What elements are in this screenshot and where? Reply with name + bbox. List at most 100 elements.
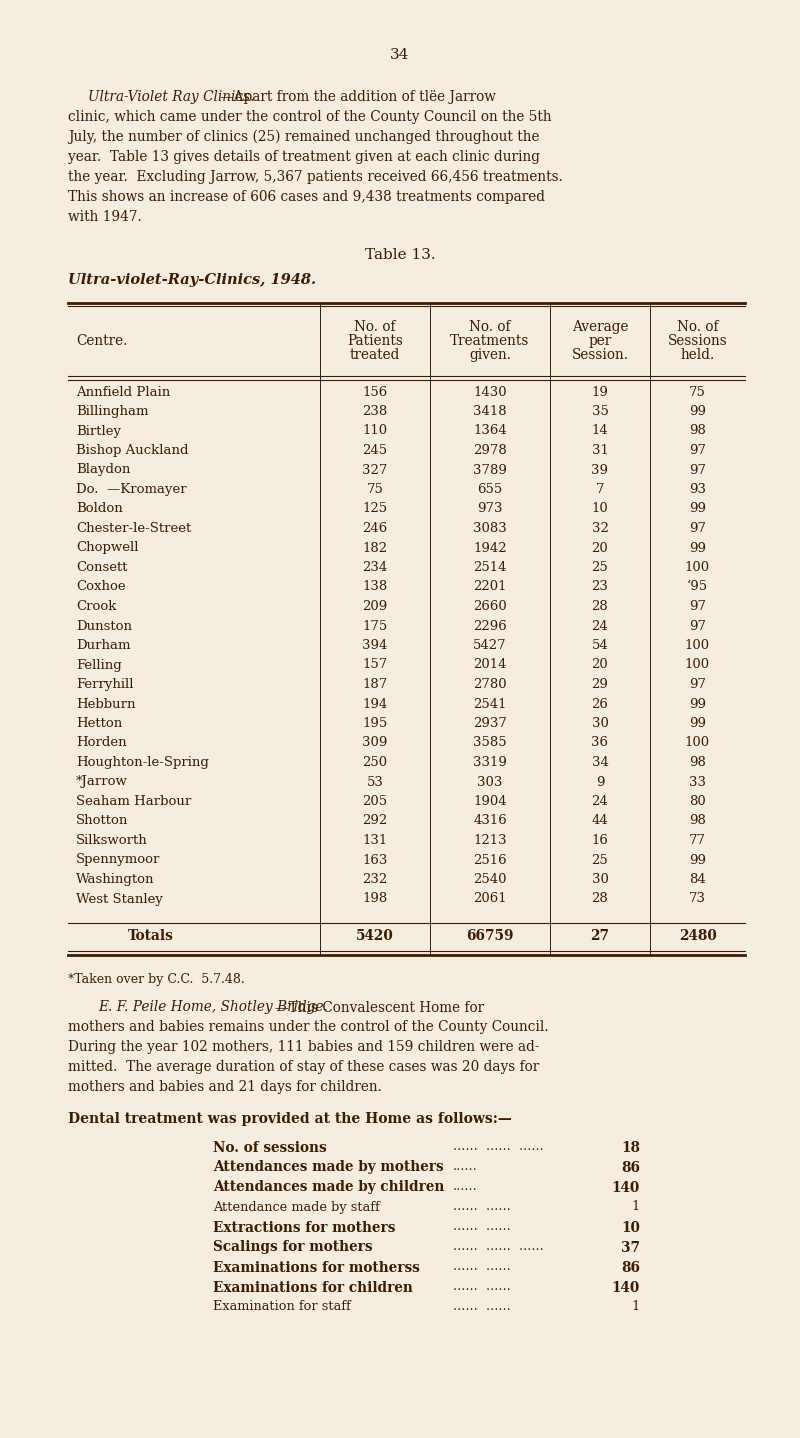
- Text: held.: held.: [680, 348, 714, 362]
- Text: No. of: No. of: [470, 321, 510, 334]
- Text: 394: 394: [362, 638, 388, 651]
- Text: 33: 33: [689, 775, 706, 788]
- Text: *Taken over by C.C.  5.7.48.: *Taken over by C.C. 5.7.48.: [68, 972, 245, 985]
- Text: 140: 140: [612, 1280, 640, 1294]
- Text: 29: 29: [591, 677, 609, 692]
- Text: 73: 73: [689, 893, 706, 906]
- Text: Seaham Harbour: Seaham Harbour: [76, 795, 191, 808]
- Text: 5427: 5427: [473, 638, 507, 651]
- Text: 2014: 2014: [474, 659, 506, 672]
- Text: E. F. Peile Home, Shotley Bridge.: E. F. Peile Home, Shotley Bridge.: [98, 1001, 328, 1014]
- Text: 20: 20: [592, 542, 608, 555]
- Text: 97: 97: [689, 600, 706, 613]
- Text: 16: 16: [591, 834, 609, 847]
- Text: 27: 27: [590, 929, 610, 943]
- Text: 138: 138: [362, 581, 388, 594]
- Text: year.  Table 13 gives details of treatment given at each clinic during: year. Table 13 gives details of treatmen…: [68, 150, 540, 164]
- Text: 655: 655: [478, 483, 502, 496]
- Text: 2480: 2480: [678, 929, 716, 943]
- Text: with 1947.: with 1947.: [68, 210, 142, 224]
- Text: 156: 156: [362, 385, 388, 398]
- Text: Durham: Durham: [76, 638, 130, 651]
- Text: 26: 26: [591, 697, 609, 710]
- Text: 2201: 2201: [474, 581, 506, 594]
- Text: Houghton-le-Spring: Houghton-le-Spring: [76, 756, 209, 769]
- Text: 97: 97: [689, 620, 706, 633]
- Text: *Jarrow: *Jarrow: [76, 775, 128, 788]
- Text: 20: 20: [592, 659, 608, 672]
- Text: Hetton: Hetton: [76, 718, 122, 731]
- Text: 1: 1: [632, 1300, 640, 1313]
- Text: ......  ......: ...... ......: [453, 1280, 510, 1294]
- Text: Silksworth: Silksworth: [76, 834, 148, 847]
- Text: 5420: 5420: [356, 929, 394, 943]
- Text: 2780: 2780: [473, 677, 507, 692]
- Text: Average: Average: [572, 321, 628, 334]
- Text: 99: 99: [689, 718, 706, 731]
- Text: 32: 32: [591, 522, 609, 535]
- Text: 54: 54: [592, 638, 608, 651]
- Text: per: per: [588, 334, 612, 348]
- Text: 110: 110: [362, 424, 387, 437]
- Text: mothers and babies and 21 days for children.: mothers and babies and 21 days for child…: [68, 1080, 382, 1094]
- Text: During the year 102 mothers, 111 babies and 159 children were ad-: During the year 102 mothers, 111 babies …: [68, 1041, 539, 1054]
- Text: the year.  Excluding Jarrow, 5,367 patients received 66,456 treatments.: the year. Excluding Jarrow, 5,367 patien…: [68, 170, 563, 184]
- Text: 2660: 2660: [473, 600, 507, 613]
- Text: 24: 24: [592, 620, 608, 633]
- Text: Boldon: Boldon: [76, 502, 122, 515]
- Text: 35: 35: [591, 406, 609, 418]
- Text: 99: 99: [689, 502, 706, 515]
- Text: 309: 309: [362, 736, 388, 749]
- Text: Horden: Horden: [76, 736, 126, 749]
- Text: Coxhoe: Coxhoe: [76, 581, 126, 594]
- Text: 86: 86: [621, 1160, 640, 1175]
- Text: 86: 86: [621, 1261, 640, 1274]
- Text: 3319: 3319: [473, 756, 507, 769]
- Text: Dental treatment was provided at the Home as follows:—: Dental treatment was provided at the Hom…: [68, 1113, 512, 1126]
- Text: ......  ......: ...... ......: [453, 1300, 510, 1313]
- Text: Crook: Crook: [76, 600, 116, 613]
- Text: 98: 98: [689, 756, 706, 769]
- Text: 37: 37: [621, 1241, 640, 1254]
- Text: 4316: 4316: [473, 814, 507, 827]
- Text: 238: 238: [362, 406, 388, 418]
- Text: Washington: Washington: [76, 873, 154, 886]
- Text: 99: 99: [689, 697, 706, 710]
- Text: 2516: 2516: [473, 854, 507, 867]
- Text: 327: 327: [362, 463, 388, 476]
- Text: 14: 14: [592, 424, 608, 437]
- Text: mitted.  The average duration of stay of these cases was 20 days for: mitted. The average duration of stay of …: [68, 1060, 539, 1074]
- Text: 2296: 2296: [473, 620, 507, 633]
- Text: 100: 100: [685, 638, 710, 651]
- Text: ......  ......: ...... ......: [453, 1221, 510, 1234]
- Text: 1213: 1213: [473, 834, 507, 847]
- Text: 25: 25: [592, 561, 608, 574]
- Text: —Apart from the addition of tlëe Jarrow: —Apart from the addition of tlëe Jarrow: [221, 91, 496, 104]
- Text: 97: 97: [689, 444, 706, 457]
- Text: 125: 125: [362, 502, 387, 515]
- Text: 2937: 2937: [473, 718, 507, 731]
- Text: 97: 97: [689, 463, 706, 476]
- Text: ......: ......: [453, 1160, 478, 1173]
- Text: 1364: 1364: [473, 424, 507, 437]
- Text: 3585: 3585: [473, 736, 507, 749]
- Text: 10: 10: [621, 1221, 640, 1234]
- Text: Patients: Patients: [347, 334, 403, 348]
- Text: Examinations for motherss: Examinations for motherss: [213, 1261, 420, 1274]
- Text: Ultra-violet-Ray-Clinics, 1948.: Ultra-violet-Ray-Clinics, 1948.: [68, 273, 316, 288]
- Text: ......: ......: [453, 1181, 478, 1194]
- Text: 245: 245: [362, 444, 387, 457]
- Text: 30: 30: [591, 718, 609, 731]
- Text: clinic, which came under the control of the County Council on the 5th: clinic, which came under the control of …: [68, 109, 552, 124]
- Text: Felling: Felling: [76, 659, 122, 672]
- Text: Ferryhill: Ferryhill: [76, 677, 134, 692]
- Text: 131: 131: [362, 834, 388, 847]
- Text: 93: 93: [689, 483, 706, 496]
- Text: 303: 303: [478, 775, 502, 788]
- Text: ......  ......  ......: ...... ...... ......: [453, 1241, 544, 1254]
- Text: 24: 24: [592, 795, 608, 808]
- Text: —This Convalescent Home for: —This Convalescent Home for: [274, 1001, 484, 1014]
- Text: 194: 194: [362, 697, 388, 710]
- Text: Blaydon: Blaydon: [76, 463, 130, 476]
- Text: 1: 1: [632, 1201, 640, 1214]
